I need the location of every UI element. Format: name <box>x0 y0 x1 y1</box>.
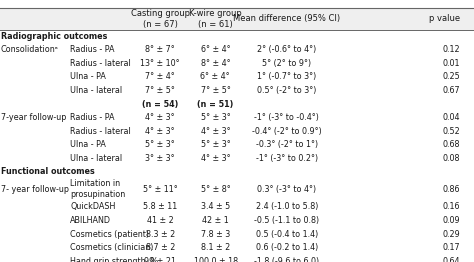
Text: 6° ± 4°: 6° ± 4° <box>201 45 230 54</box>
Text: 3° ± 3°: 3° ± 3° <box>146 154 175 163</box>
Text: 7° ± 5°: 7° ± 5° <box>201 86 231 95</box>
Text: 5° ± 3°: 5° ± 3° <box>146 140 175 149</box>
Text: Consolidationᵃ: Consolidationᵃ <box>1 45 59 54</box>
Text: 8.3 ± 2: 8.3 ± 2 <box>146 230 175 239</box>
Text: Limitation in
prosupination: Limitation in prosupination <box>70 179 126 199</box>
Text: 0.12: 0.12 <box>442 45 460 54</box>
Text: 0.08: 0.08 <box>442 154 460 163</box>
Text: 5° ± 3°: 5° ± 3° <box>201 140 230 149</box>
Text: 7° ± 5°: 7° ± 5° <box>145 86 175 95</box>
Text: Radius - lateral: Radius - lateral <box>70 127 131 136</box>
Text: 0.52: 0.52 <box>442 127 460 136</box>
Text: 0.09: 0.09 <box>442 216 460 225</box>
Text: Radius - PA: Radius - PA <box>70 45 115 54</box>
Text: 3.4 ± 5: 3.4 ± 5 <box>201 203 230 211</box>
Text: 0.68: 0.68 <box>442 140 460 149</box>
Text: 4° ± 3°: 4° ± 3° <box>146 113 175 122</box>
Text: 5° (2° to 9°): 5° (2° to 9°) <box>262 59 311 68</box>
Text: 100.0 ± 18: 100.0 ± 18 <box>193 257 238 262</box>
Text: 6° ± 4°: 6° ± 4° <box>200 72 232 81</box>
Text: 13° ± 10°: 13° ± 10° <box>140 59 180 68</box>
Text: 0.64: 0.64 <box>442 257 460 262</box>
Text: 0.01: 0.01 <box>442 59 460 68</box>
Text: Radius - PA: Radius - PA <box>70 113 115 122</box>
Text: -1.8 (-9.6 to 6.0): -1.8 (-9.6 to 6.0) <box>254 257 319 262</box>
Text: Hand grip strength, %: Hand grip strength, % <box>70 257 158 262</box>
Text: Casting group
(n = 67): Casting group (n = 67) <box>131 9 190 29</box>
Text: p value: p value <box>428 14 460 24</box>
Text: 8° ± 4°: 8° ± 4° <box>201 59 230 68</box>
Text: Functional outcomes: Functional outcomes <box>1 167 95 176</box>
Text: QuickDASH: QuickDASH <box>70 203 116 211</box>
Text: 0.25: 0.25 <box>442 72 460 81</box>
Text: -0.3° (-2° to 1°): -0.3° (-2° to 1°) <box>255 140 318 149</box>
Text: 1° (-0.7° to 3°): 1° (-0.7° to 3°) <box>257 72 316 81</box>
Text: (n = 51): (n = 51) <box>198 100 234 108</box>
Text: Radiographic outcomes: Radiographic outcomes <box>1 32 107 41</box>
Text: K-wire group
(n = 61): K-wire group (n = 61) <box>189 9 242 29</box>
Text: 42 ± 1: 42 ± 1 <box>202 216 229 225</box>
Bar <box>0 8 474 30</box>
Text: 4° ± 3°: 4° ± 3° <box>201 127 230 136</box>
Text: 8° ± 7°: 8° ± 7° <box>146 45 175 54</box>
Text: Ulna - PA: Ulna - PA <box>70 140 106 149</box>
Text: 5° ± 8°: 5° ± 8° <box>201 184 230 194</box>
Text: (n = 54): (n = 54) <box>142 100 178 108</box>
Text: Ulna - lateral: Ulna - lateral <box>70 86 122 95</box>
Text: 0.16: 0.16 <box>442 203 460 211</box>
Text: 41 ± 2: 41 ± 2 <box>147 216 173 225</box>
Text: Ulna - PA: Ulna - PA <box>70 72 106 81</box>
Text: Radius - lateral: Radius - lateral <box>70 59 131 68</box>
Text: -0.5 (-1.1 to 0.8): -0.5 (-1.1 to 0.8) <box>254 216 319 225</box>
Text: 5° ± 3°: 5° ± 3° <box>201 113 230 122</box>
Text: Cosmetics (clinician): Cosmetics (clinician) <box>70 243 154 252</box>
Text: 0.5° (-2° to 3°): 0.5° (-2° to 3°) <box>257 86 317 95</box>
Text: 5.8 ± 11: 5.8 ± 11 <box>143 203 177 211</box>
Text: 5° ± 11°: 5° ± 11° <box>143 184 178 194</box>
Text: Cosmetics (patient): Cosmetics (patient) <box>70 230 149 239</box>
Text: 8.7 ± 2: 8.7 ± 2 <box>146 243 175 252</box>
Text: 7.8 ± 3: 7.8 ± 3 <box>201 230 230 239</box>
Text: 7- year follow-up: 7- year follow-up <box>1 184 69 194</box>
Text: ABILHAND: ABILHAND <box>70 216 111 225</box>
Text: -1° (-3° to -0.4°): -1° (-3° to -0.4°) <box>255 113 319 122</box>
Text: 2° (-0.6° to 4°): 2° (-0.6° to 4°) <box>257 45 316 54</box>
Text: -1° (-3° to 0.2°): -1° (-3° to 0.2°) <box>255 154 318 163</box>
Text: 4° ± 3°: 4° ± 3° <box>201 154 230 163</box>
Text: 0.86: 0.86 <box>442 184 460 194</box>
Text: -0.4° (-2° to 0.9°): -0.4° (-2° to 0.9°) <box>252 127 322 136</box>
Text: 0.67: 0.67 <box>442 86 460 95</box>
Text: 8.1 ± 2: 8.1 ± 2 <box>201 243 230 252</box>
Text: 0.29: 0.29 <box>442 230 460 239</box>
Text: 7-year follow-up: 7-year follow-up <box>1 113 66 122</box>
Text: Ulna - lateral: Ulna - lateral <box>70 154 122 163</box>
Text: 0.17: 0.17 <box>442 243 460 252</box>
Text: 0.5 (-0.4 to 1.4): 0.5 (-0.4 to 1.4) <box>255 230 318 239</box>
Text: 2.4 (-1.0 to 5.8): 2.4 (-1.0 to 5.8) <box>255 203 318 211</box>
Text: 0.3° (-3° to 4°): 0.3° (-3° to 4°) <box>257 184 316 194</box>
Text: 4° ± 3°: 4° ± 3° <box>146 127 175 136</box>
Text: 7° ± 4°: 7° ± 4° <box>146 72 175 81</box>
Text: 0.6 (-0.2 to 1.4): 0.6 (-0.2 to 1.4) <box>255 243 318 252</box>
Text: Mean difference (95% CI): Mean difference (95% CI) <box>233 14 340 24</box>
Text: 99 ± 21: 99 ± 21 <box>144 257 176 262</box>
Text: 0.04: 0.04 <box>442 113 460 122</box>
